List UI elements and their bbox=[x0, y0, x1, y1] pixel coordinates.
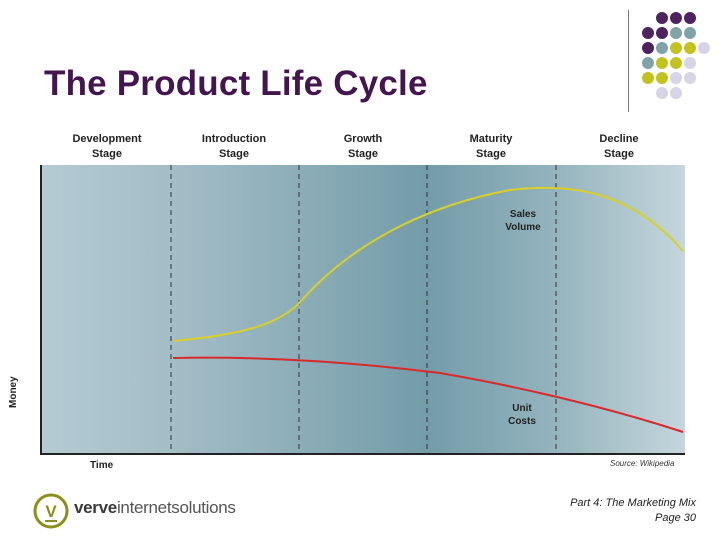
decorative-dot bbox=[670, 27, 682, 39]
decorative-dot bbox=[684, 27, 696, 39]
decorative-dot bbox=[684, 57, 696, 69]
footer-page-number: Page 30 bbox=[655, 512, 696, 524]
decorative-dot bbox=[656, 57, 668, 69]
decorative-dot bbox=[656, 87, 668, 99]
divider-line bbox=[628, 10, 629, 112]
stage-label-line: Stage bbox=[219, 148, 249, 160]
annotation-line: Unit bbox=[512, 403, 532, 414]
logo-underline bbox=[45, 520, 57, 522]
stage-label-line: Decline bbox=[599, 133, 639, 145]
decorative-dot bbox=[656, 72, 668, 84]
source-note: Source: Wikipedia bbox=[610, 459, 675, 468]
stage-label-growth: Growth Stage bbox=[308, 132, 418, 162]
footer-section: Part 4: The Marketing Mix bbox=[570, 497, 696, 509]
stage-label-line: Introduction bbox=[201, 133, 267, 145]
logo-mark: V bbox=[45, 502, 57, 521]
stage-label-line: Stage bbox=[348, 148, 378, 160]
dot-grid bbox=[642, 12, 710, 99]
logo-ring bbox=[33, 493, 69, 529]
stage-label-line: Stage bbox=[604, 148, 634, 160]
stage-label-development: Development Stage bbox=[52, 132, 162, 162]
brand-name-rest: internetsolutions bbox=[116, 498, 236, 517]
sales-volume-curve bbox=[172, 186, 684, 342]
annotation-line: Volume bbox=[505, 222, 541, 233]
unit-costs-curve bbox=[172, 356, 684, 433]
brand-name-bold: verve bbox=[74, 498, 117, 517]
life-cycle-diagram bbox=[40, 165, 685, 455]
decorative-dot bbox=[642, 72, 654, 84]
stage-label-maturity: Maturity Stage bbox=[436, 132, 546, 162]
brand-name: verveinternetsolutions bbox=[74, 498, 236, 518]
stage-label-decline: Decline Stage bbox=[564, 132, 674, 162]
decorative-dot bbox=[670, 87, 682, 99]
decorative-dot bbox=[684, 72, 696, 84]
y-axis-label: Money bbox=[8, 376, 19, 408]
decorative-dot bbox=[698, 42, 710, 54]
stage-label-line: Stage bbox=[476, 148, 506, 160]
decorative-dot bbox=[670, 72, 682, 84]
stage-label-line: Growth bbox=[343, 133, 383, 145]
decorative-dot bbox=[670, 12, 682, 24]
company-logo: V bbox=[33, 493, 69, 529]
chart-background bbox=[40, 165, 685, 455]
decorative-dot bbox=[642, 57, 654, 69]
unit-costs-label: Unit Costs bbox=[487, 402, 557, 428]
decorative-dot bbox=[656, 42, 668, 54]
slide-footer: Part 4: The Marketing Mix Page 30 bbox=[570, 496, 696, 526]
decorative-dot bbox=[642, 27, 654, 39]
annotation-line: Sales bbox=[509, 209, 537, 220]
decorative-dot bbox=[656, 12, 668, 24]
stage-label-introduction: Introduction Stage bbox=[179, 132, 289, 162]
sales-volume-label: Sales Volume bbox=[488, 208, 558, 234]
decorative-dot bbox=[656, 27, 668, 39]
slide-title: The Product Life Cycle bbox=[44, 64, 428, 103]
annotation-line: Costs bbox=[508, 416, 536, 427]
decorative-dot bbox=[670, 57, 682, 69]
decorative-dot bbox=[684, 42, 696, 54]
stage-label-line: Development bbox=[72, 133, 142, 145]
x-axis-label: Time bbox=[90, 460, 114, 471]
decorative-dot bbox=[670, 42, 682, 54]
decorative-dot bbox=[684, 12, 696, 24]
decorative-dot bbox=[642, 42, 654, 54]
stage-label-line: Maturity bbox=[469, 133, 513, 145]
stage-label-line: Stage bbox=[92, 148, 122, 160]
